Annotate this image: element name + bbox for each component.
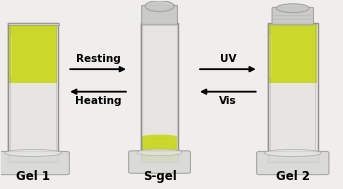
Text: UV: UV: [220, 54, 236, 64]
Bar: [8, 23, 58, 162]
FancyBboxPatch shape: [257, 151, 329, 175]
Bar: [141, 23, 178, 162]
Text: S-gel: S-gel: [143, 170, 176, 183]
Bar: [10, 35, 12, 77]
Bar: [8, 23, 58, 162]
Bar: [9, 23, 57, 83]
FancyBboxPatch shape: [0, 151, 69, 175]
Bar: [142, 23, 177, 161]
Bar: [141, 23, 178, 162]
Ellipse shape: [137, 149, 182, 156]
Bar: [270, 23, 316, 161]
Ellipse shape: [142, 135, 177, 139]
Bar: [268, 23, 318, 162]
Ellipse shape: [276, 4, 309, 13]
Text: Gel 1: Gel 1: [16, 170, 50, 183]
Bar: [268, 23, 318, 162]
Bar: [269, 35, 272, 77]
Bar: [8, 23, 59, 25]
Ellipse shape: [5, 149, 61, 156]
FancyBboxPatch shape: [272, 7, 314, 25]
Bar: [267, 23, 319, 163]
Ellipse shape: [264, 149, 321, 156]
Text: Heating: Heating: [75, 96, 121, 106]
Bar: [142, 137, 177, 161]
Text: Gel 2: Gel 2: [276, 170, 310, 183]
Bar: [10, 23, 56, 161]
Bar: [269, 23, 317, 83]
FancyBboxPatch shape: [142, 5, 177, 25]
FancyBboxPatch shape: [129, 151, 190, 173]
Text: Resting: Resting: [76, 54, 120, 64]
Ellipse shape: [145, 1, 174, 12]
Bar: [140, 23, 179, 163]
Text: Vis: Vis: [219, 96, 237, 106]
Bar: [7, 23, 59, 163]
